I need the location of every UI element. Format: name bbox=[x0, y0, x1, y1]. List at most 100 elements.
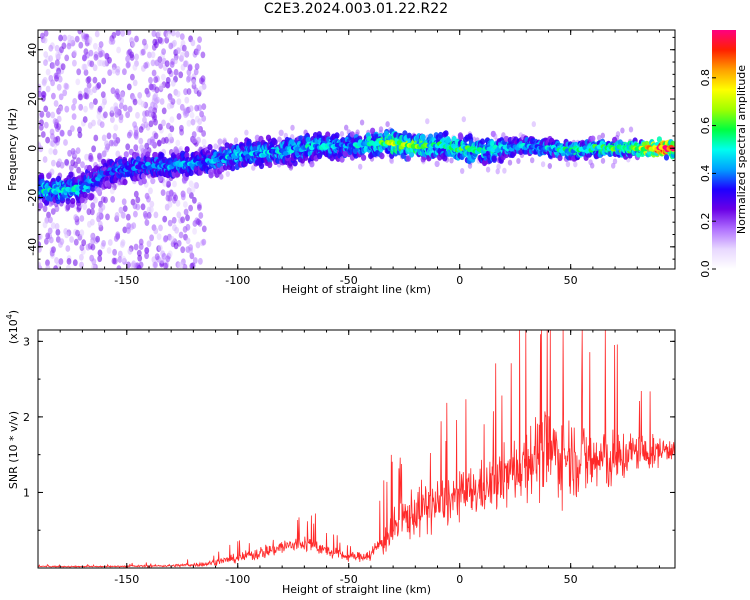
noise-speckle bbox=[137, 254, 143, 262]
noise-speckle bbox=[62, 34, 68, 42]
noise-speckle bbox=[178, 231, 184, 239]
noise-speckle bbox=[175, 90, 181, 98]
noise-speckle bbox=[127, 48, 133, 56]
noise-speckle bbox=[77, 30, 83, 35]
noise-speckle bbox=[133, 210, 138, 218]
noise-speckle bbox=[54, 59, 60, 67]
noise-speckle bbox=[191, 79, 197, 86]
spectral-cell bbox=[95, 187, 102, 194]
noise-speckle bbox=[118, 116, 124, 124]
noise-speckle bbox=[93, 134, 99, 142]
noise-speckle bbox=[516, 158, 521, 164]
noise-speckle bbox=[85, 243, 91, 251]
spectral-cell bbox=[467, 133, 473, 140]
noise-speckle bbox=[98, 41, 104, 48]
noise-speckle bbox=[99, 121, 105, 128]
noise-speckle bbox=[117, 250, 123, 258]
noise-speckle bbox=[192, 196, 197, 204]
noise-speckle bbox=[150, 59, 156, 67]
noise-speckle bbox=[143, 121, 149, 129]
spectral-cell bbox=[68, 171, 74, 178]
noise-speckle bbox=[178, 71, 184, 79]
noise-speckle bbox=[50, 62, 56, 69]
noise-speckle bbox=[79, 215, 85, 222]
noise-speckle bbox=[157, 139, 162, 147]
noise-speckle bbox=[125, 143, 131, 151]
noise-speckle bbox=[201, 238, 207, 246]
noise-speckle bbox=[110, 87, 116, 95]
noise-speckle bbox=[146, 195, 151, 203]
noise-speckle bbox=[244, 129, 249, 136]
y-scale-close: ) bbox=[7, 310, 20, 314]
noise-speckle bbox=[222, 137, 227, 144]
noise-speckle bbox=[39, 119, 44, 126]
spectral-cell bbox=[405, 155, 411, 162]
noise-speckle bbox=[158, 123, 163, 131]
spectral-cell bbox=[443, 130, 449, 137]
noise-speckle bbox=[156, 233, 162, 241]
noise-speckle bbox=[45, 111, 51, 118]
noise-speckle bbox=[45, 264, 51, 269]
noise-speckle bbox=[59, 129, 65, 137]
noise-speckle bbox=[132, 202, 138, 210]
noise-speckle bbox=[126, 83, 132, 91]
spectral-cell bbox=[150, 177, 156, 185]
spectral-cell bbox=[479, 138, 486, 145]
spectral-cell bbox=[491, 155, 497, 162]
spectral-cell bbox=[55, 175, 62, 183]
noise-speckle bbox=[173, 57, 178, 65]
spectral-cell bbox=[46, 172, 52, 180]
y-axis-label: Frequency (Hz) bbox=[6, 108, 19, 191]
noise-speckle bbox=[90, 202, 96, 210]
noise-speckle bbox=[201, 115, 207, 122]
colorbar-label: Normalized spectral amplitude bbox=[735, 65, 748, 234]
noise-speckle bbox=[167, 200, 173, 208]
noise-speckle bbox=[167, 67, 172, 75]
noise-speckle bbox=[43, 59, 48, 66]
noise-speckle bbox=[53, 100, 59, 107]
noise-speckle bbox=[96, 152, 102, 160]
noise-speckle bbox=[54, 44, 60, 52]
noise-speckle bbox=[117, 256, 123, 263]
spectral-cell bbox=[272, 138, 278, 146]
noise-speckle bbox=[85, 87, 91, 95]
spectral-cell bbox=[79, 196, 85, 204]
noise-speckle bbox=[142, 38, 147, 46]
noise-speckle bbox=[92, 76, 98, 84]
noise-speckle bbox=[197, 36, 203, 43]
y-tick-label: -20 bbox=[26, 189, 39, 207]
noise-speckle bbox=[175, 31, 181, 38]
noise-speckle bbox=[174, 226, 180, 234]
noise-speckle bbox=[107, 239, 113, 246]
noise-speckle bbox=[41, 94, 46, 102]
noise-speckle bbox=[66, 42, 72, 50]
noise-speckle bbox=[93, 98, 98, 105]
spectral-cell bbox=[267, 161, 273, 168]
noise-speckle bbox=[59, 46, 64, 54]
noise-speckle bbox=[192, 257, 198, 264]
noise-speckle bbox=[95, 235, 100, 243]
noise-speckle bbox=[495, 168, 500, 175]
noise-speckle bbox=[103, 111, 108, 119]
noise-speckle bbox=[125, 61, 131, 69]
noise-speckle bbox=[56, 83, 62, 91]
noise-speckle bbox=[191, 131, 197, 138]
noise-speckle bbox=[81, 63, 87, 71]
noise-speckle bbox=[158, 83, 164, 91]
noise-speckle bbox=[161, 137, 166, 145]
noise-speckle bbox=[107, 56, 112, 64]
noise-speckle bbox=[502, 167, 507, 174]
spectrogram-panel: -150 -100 -50 0 50 -40 -20 0 20 40 Height of strai… bbox=[6, 29, 676, 296]
noise-speckle bbox=[163, 262, 168, 269]
noise-speckle bbox=[171, 216, 177, 224]
noise-speckle bbox=[45, 232, 51, 240]
noise-speckle bbox=[48, 44, 54, 52]
noise-speckle bbox=[89, 103, 94, 111]
noise-speckle bbox=[89, 60, 95, 68]
noise-speckle bbox=[573, 161, 578, 168]
noise-speckle bbox=[65, 264, 71, 269]
noise-speckle bbox=[113, 235, 119, 242]
noise-speckle bbox=[70, 159, 76, 167]
noise-speckle bbox=[110, 196, 116, 203]
noise-speckle bbox=[359, 119, 365, 126]
